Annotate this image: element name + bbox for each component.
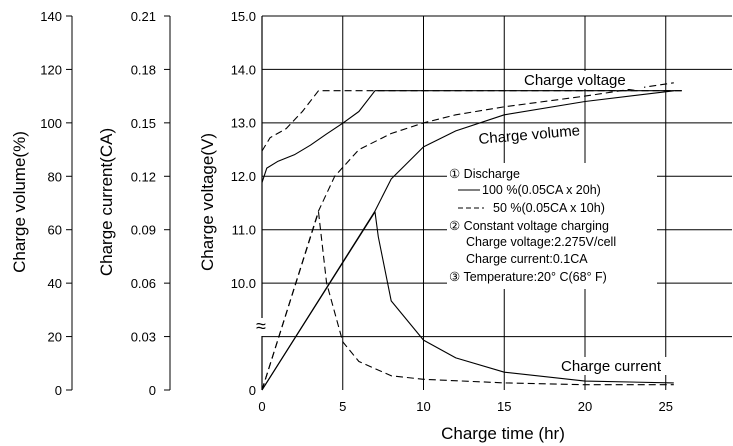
volume-tick-label: 80 [48,169,62,184]
current-tick-label: 0.03 [131,330,156,345]
volume-tick-label: 100 [40,116,62,131]
label-mask [522,71,644,89]
volume-tick-label: 0 [55,383,62,398]
legend-line-6: ③ Temperature:20° C(68° F) [449,270,607,284]
voltage-tick-label: 15.0 [231,9,256,24]
x-tick-label: 25 [659,399,673,414]
volume-tick-label: 60 [48,223,62,238]
volume-axis-label: Charge volume(%) [10,131,29,273]
current-tick-label: 0.09 [131,223,156,238]
current-tick-label: 0.15 [131,116,156,131]
voltage-axis-label: Charge voltage(V) [198,133,217,271]
x-tick-label: 10 [416,399,430,414]
series-voltage-solid [261,90,682,183]
voltage-tick-label: 12.0 [231,169,256,184]
series-volume-solid [261,90,674,391]
current-tick-label: 0 [149,383,156,398]
series-voltage-dashed [261,90,682,152]
current-tick-label: 0.21 [131,9,156,24]
volume-tick-label: 140 [40,9,62,24]
legend-line-4: Charge voltage:2.275V/cell [466,235,616,249]
label-charge-current: Charge current [561,358,662,375]
x-tick-label: 0 [258,399,265,414]
series-group [261,82,682,391]
current-tick-label: 0.06 [131,276,156,291]
current-axis-label: Charge current(CA) [97,128,116,276]
series-volume-dashed [261,82,674,391]
x-tick-label: 15 [497,399,511,414]
current-tick-label: 0.18 [131,62,156,77]
legend-background [447,163,657,289]
legend-line-5: Charge current:0.1CA [466,252,588,266]
x-tick-label: 5 [339,399,346,414]
voltage-tick-label: 14.0 [231,62,256,77]
volume-tick-label: 20 [48,330,62,345]
axis-break-mark: ≈ [256,316,266,336]
voltage-tick-label: 13.0 [231,116,256,131]
legend-line-1: 100 %(0.05CA x 20h) [482,183,601,197]
x-tick-label: 20 [578,399,592,414]
current-tick-label: 0.12 [131,169,156,184]
series-current-dashed [261,211,674,391]
volume-tick-label: 40 [48,276,62,291]
label-mask [559,357,679,375]
voltage-tick-label: 10.0 [231,276,256,291]
voltage-tick-label: 11.0 [232,223,256,238]
legend-line-0: ① Discharge [449,167,520,181]
legend-line-3: ② Constant voltage charging [449,219,609,233]
volume-tick-label: 120 [40,62,62,77]
series-current-solid [261,211,674,391]
legend-line-2: 50 %(0.05CA x 10h) [493,201,605,215]
voltage-tick-label: 0 [249,383,256,398]
label-charge-volume: Charge volume [478,122,581,148]
label-charge-voltage: Charge voltage [524,72,626,89]
x-axis-label: Charge time (hr) [441,424,565,443]
legend-block: ① Discharge 100 %(0.05CA x 20h) 50 %(0.05C… [447,163,657,289]
axes-frame [66,15,263,391]
